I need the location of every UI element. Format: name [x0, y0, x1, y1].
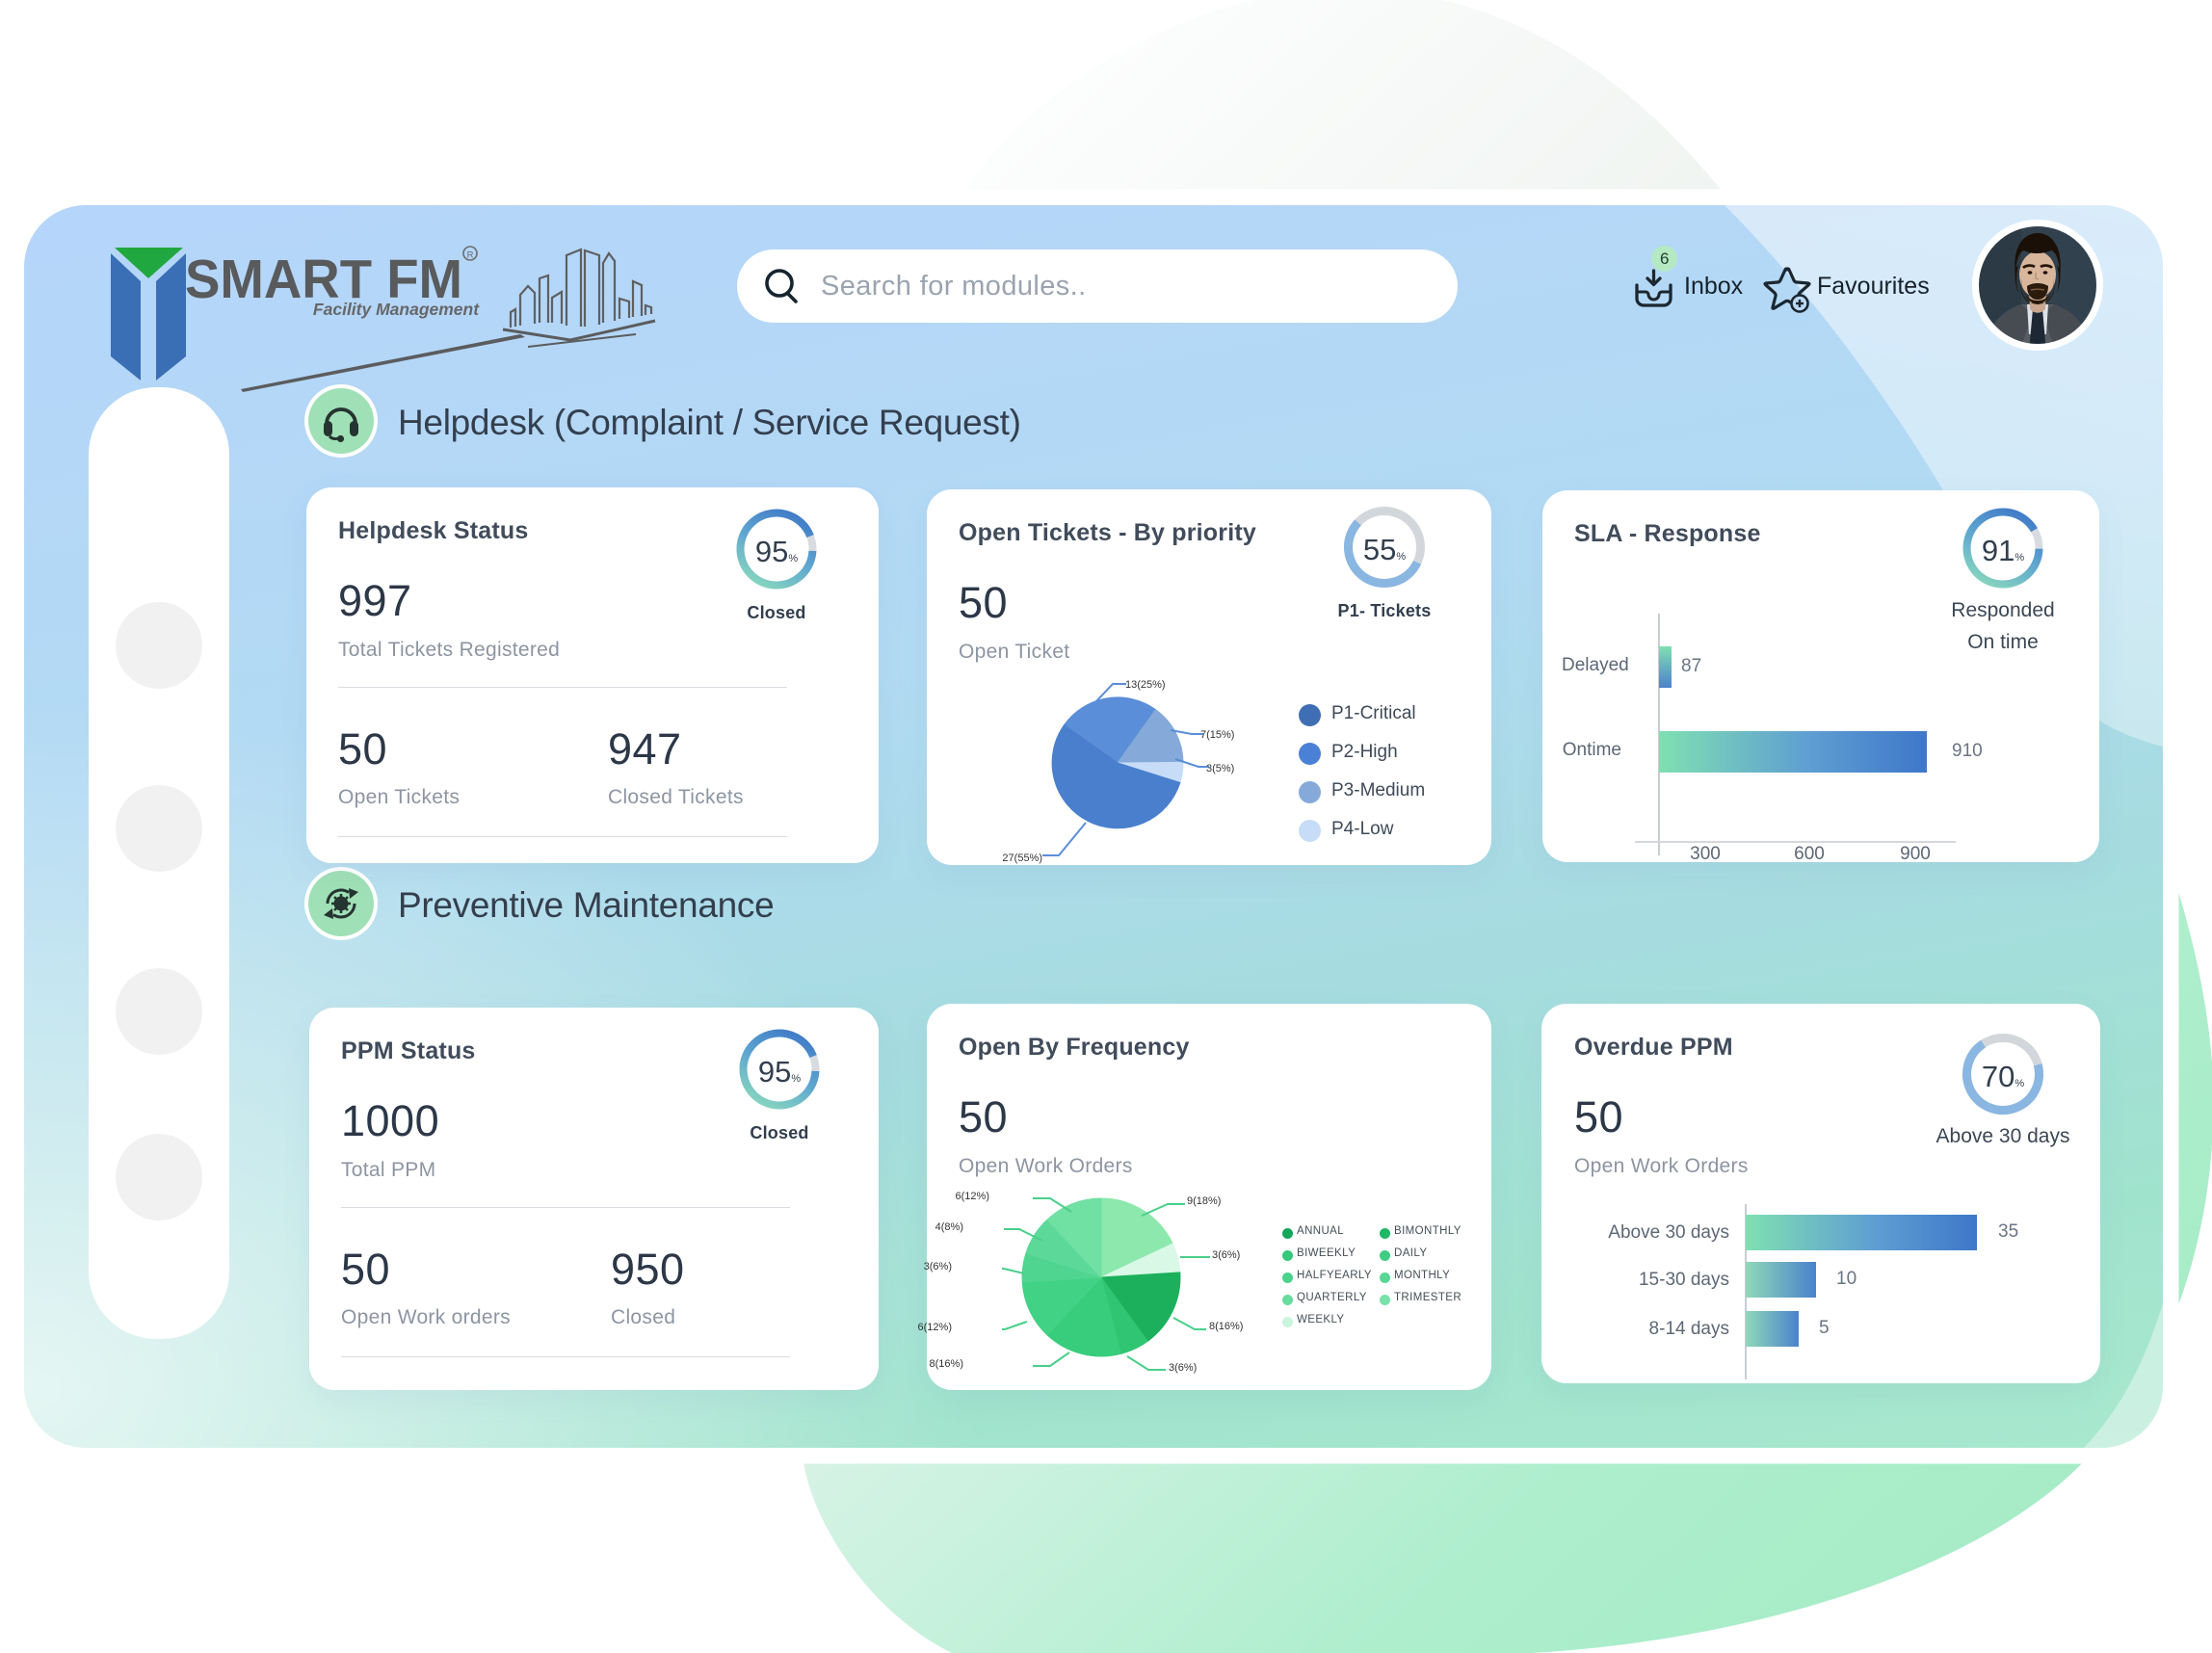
svg-text:SMART FM: SMART FM [185, 249, 462, 310]
svg-text:R: R [467, 250, 474, 261]
svg-text:Facility Management: Facility Management [313, 300, 480, 319]
